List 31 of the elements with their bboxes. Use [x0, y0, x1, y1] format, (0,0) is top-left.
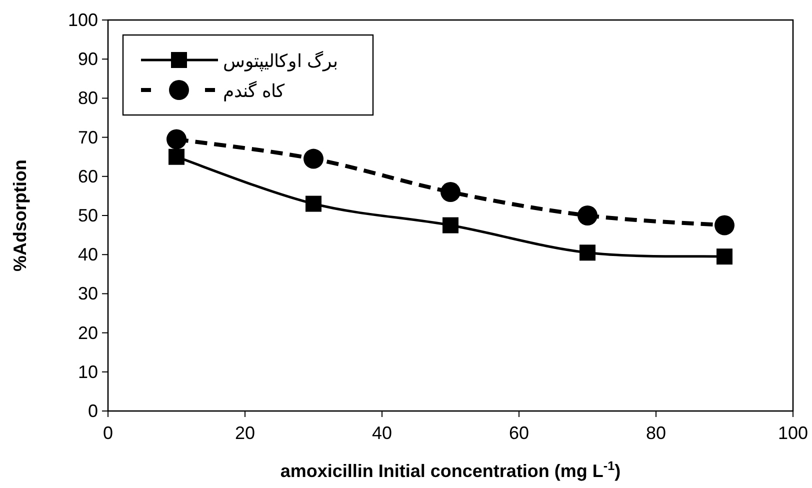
x-axis-title: amoxicillin Initial concentration (mg L$^{-1}$)	[280, 459, 621, 481]
y-tick-label: 90	[78, 49, 98, 70]
x-tick-label: 40	[372, 423, 392, 443]
legend-label: کاه گندم	[223, 80, 286, 102]
y-tick-label: 0	[88, 401, 98, 421]
y-tick-label: 80	[78, 88, 98, 108]
y-tick-label: 20	[78, 322, 98, 343]
point	[716, 248, 732, 265]
x-tick-label: 80	[646, 423, 666, 443]
x-tick-label: 100	[778, 423, 808, 443]
y-axis-title: %Adsorption	[10, 160, 30, 272]
y-tick-label: 30	[78, 284, 98, 304]
x-tick-label: 60	[508, 423, 530, 443]
y-tick-label: 50	[78, 206, 98, 226]
y-tick-label: 10	[78, 362, 98, 382]
point	[440, 182, 460, 202]
point	[714, 215, 734, 236]
x-tick-label: 20	[234, 423, 256, 443]
point	[306, 196, 322, 212]
point	[304, 148, 324, 169]
y-tick-label: 100	[68, 10, 98, 30]
point	[168, 148, 184, 165]
point	[442, 217, 458, 234]
y-tick-label: 70	[78, 127, 98, 148]
point	[166, 129, 186, 150]
y-tick-label: 40	[78, 244, 98, 265]
point	[578, 206, 598, 226]
point	[580, 244, 596, 261]
x-tick-label: 0	[102, 423, 114, 443]
legend-label: برگ اوکالیپتوس	[223, 50, 338, 72]
y-tick-label: 60	[78, 166, 98, 186]
